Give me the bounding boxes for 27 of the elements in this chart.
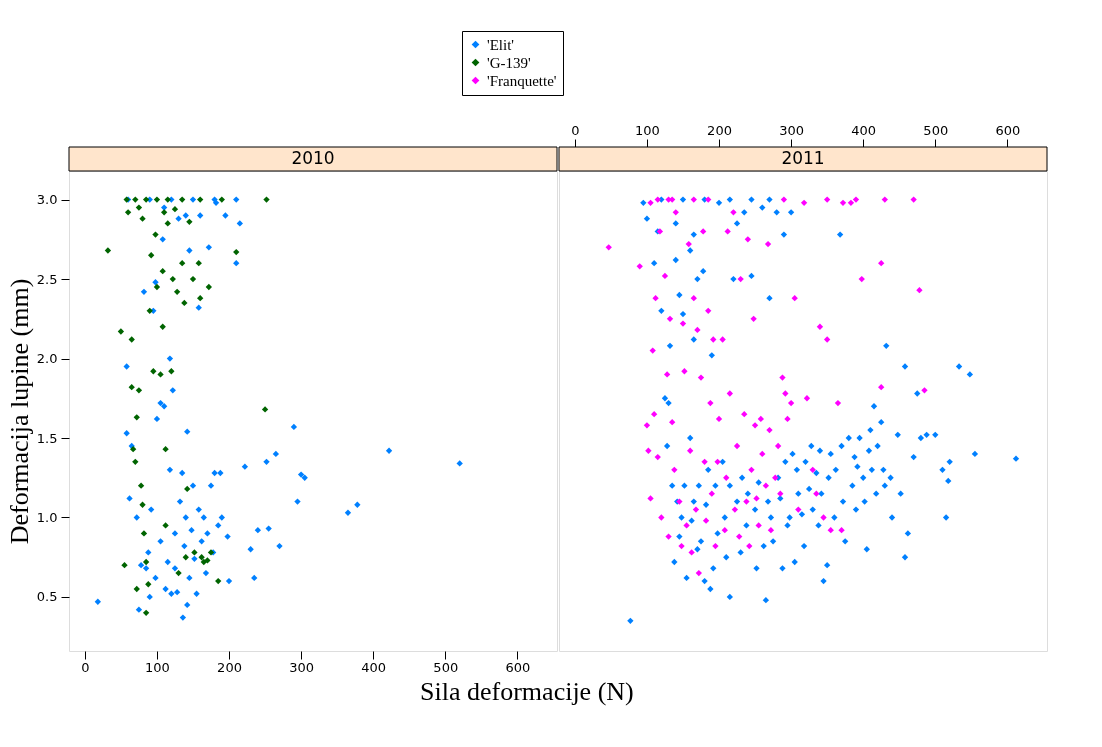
legend-label: 'G-139' [487,54,532,71]
x-axis-title: Sila deformacije (N) [420,676,634,706]
x-tick-label: 100 [145,659,170,675]
x-tick-label: 400 [361,659,387,675]
x-tick-label: 0 [81,659,90,675]
x-tick-label: 600 [995,122,1021,138]
x-tick-label: 300 [289,659,315,675]
chart-title: 2011 [781,148,825,168]
y-tick-label: 3.0 [36,192,58,208]
chart-title: 2010 [291,148,335,168]
x-tick-label: 500 [923,122,949,138]
y-tick-label: 2.5 [36,271,58,287]
x-tick-label: 300 [779,122,805,138]
legend-label: 'Elit' [487,36,515,53]
y-tick-label: 0.5 [36,589,58,605]
legend-label: 'Franquette' [487,72,557,89]
x-tick-label: 600 [505,659,531,675]
x-tick-label: 0 [571,122,580,138]
y-tick-label: 1.0 [36,509,58,525]
y-axis-title: Deformacija lupine (mm) [4,278,34,545]
x-tick-label: 500 [433,659,459,675]
x-tick-label: 100 [635,122,660,138]
x-tick-label: 200 [707,122,732,138]
x-tick-label: 400 [851,122,877,138]
y-tick-label: 1.5 [36,430,58,446]
x-tick-label: 200 [217,659,242,675]
y-tick-label: 2.0 [36,351,58,367]
